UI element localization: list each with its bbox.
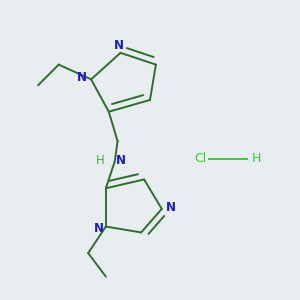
Text: H: H: [251, 152, 261, 165]
Text: Cl: Cl: [194, 152, 206, 165]
Text: N: N: [94, 221, 103, 235]
Text: N: N: [114, 39, 124, 52]
Text: H: H: [96, 154, 104, 167]
Text: N: N: [166, 201, 176, 214]
Text: N: N: [116, 154, 126, 167]
Text: N: N: [77, 71, 87, 84]
